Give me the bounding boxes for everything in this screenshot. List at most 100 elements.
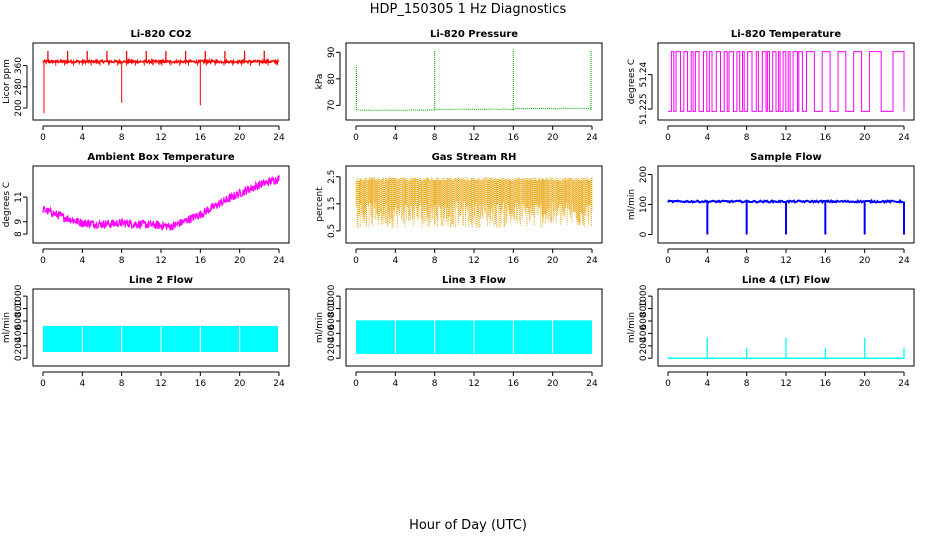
x-tick-label: 8 [744, 133, 750, 143]
y-axis-label: degrees C [627, 59, 637, 104]
series-8 [356, 320, 592, 354]
x-tick-label: 4 [79, 256, 85, 266]
x-axis: 0 4 8 12 16 20 24 [665, 125, 910, 143]
x-tick-label: 16 [820, 379, 832, 389]
x-tick-label: 0 [40, 133, 46, 143]
plot-frame [345, 288, 603, 367]
x-tick-label: 12 [155, 379, 166, 389]
y-tick-label: 200 [327, 337, 337, 354]
x-tick-label: 12 [468, 379, 479, 389]
y-tick-label: 400 [14, 325, 24, 342]
y-tick-label: 1000 [327, 284, 337, 307]
y-tick-label: 200 [639, 166, 649, 183]
x-tick-label: 12 [468, 256, 479, 266]
x-tick-label: 20 [547, 256, 559, 266]
x-tick-label: 4 [392, 256, 398, 266]
x-tick-label: 24 [273, 133, 285, 143]
x-tick-label: 8 [119, 256, 125, 266]
y-tick-label: 280 [14, 78, 24, 95]
series-1 [42, 50, 280, 114]
x-tick-label: 16 [820, 256, 832, 266]
panel-title: Li-820 Temperature [731, 29, 841, 40]
y-axis-label: Licor ppm [2, 59, 12, 104]
y-axis-label: ml/min [627, 189, 637, 220]
x-tick-label: 12 [155, 133, 166, 143]
panel-4: Ambient Box Temperature 0 4 8 12 16 20 24 8 9 11de… [2, 152, 290, 266]
y-tick-label: 600 [14, 312, 24, 329]
panel-title: Ambient Box Temperature [87, 152, 234, 163]
data-band [355, 177, 593, 229]
y-tick-label: 800 [327, 300, 337, 317]
plot-frame [32, 42, 290, 121]
y-tick-label: 0 [14, 355, 24, 361]
y-tick-label: 1000 [639, 284, 649, 307]
x-tick-label: 20 [547, 379, 559, 389]
y-tick-label: 90 [327, 46, 337, 58]
y-tick-label: 0 [327, 355, 337, 361]
x-tick-label: 24 [898, 379, 910, 389]
y-tick-label: 200 [639, 337, 649, 354]
x-tick-label: 8 [119, 379, 125, 389]
panel-title: Line 2 Flow [129, 275, 193, 286]
data-line [42, 175, 280, 232]
x-tick-label: 8 [432, 133, 438, 143]
x-tick-label: 8 [744, 379, 750, 389]
x-tick-label: 4 [704, 256, 710, 266]
x-tick-label: 12 [780, 379, 791, 389]
panel-title: Gas Stream RH [432, 152, 517, 163]
x-tick-label: 24 [586, 133, 598, 143]
panel-title: Line 4 (LT) Flow [742, 275, 830, 286]
x-tick-label: 24 [273, 379, 285, 389]
y-tick-label: 800 [639, 300, 649, 317]
y-tick-label: 600 [327, 312, 337, 329]
plot-frame [32, 288, 290, 367]
data-line [42, 57, 280, 66]
x-tick-label: 20 [234, 256, 246, 266]
x-tick-label: 20 [547, 133, 559, 143]
x-axis: 0 4 8 12 16 20 24 [353, 125, 598, 143]
x-tick-label: 16 [508, 133, 520, 143]
x-tick-label: 0 [665, 256, 671, 266]
plot-frame [32, 165, 290, 244]
x-tick-label: 0 [665, 133, 671, 143]
x-tick-label: 4 [704, 133, 710, 143]
x-tick-label: 20 [859, 133, 871, 143]
x-tick-label: 4 [704, 379, 710, 389]
x-tick-label: 16 [508, 379, 520, 389]
panel-3: Li-820 Temperature 0 4 8 12 16 20 24 51.225 51.24… [627, 29, 915, 143]
y-axis-label: ml/min [2, 312, 12, 343]
y-tick-label: 0.5 [327, 224, 337, 238]
y-axis-label: kPa [315, 74, 325, 90]
x-tick-label: 20 [234, 379, 246, 389]
x-tick-label: 12 [468, 133, 479, 143]
x-tick-label: 16 [195, 379, 207, 389]
y-axis-label: ml/min [315, 312, 325, 343]
y-tick-label: 200 [14, 99, 24, 116]
y-tick-label: 200 [14, 337, 24, 354]
y-tick-label: 70 [327, 99, 337, 111]
y-axis-label: degrees C [2, 182, 12, 227]
x-tick-label: 0 [353, 379, 359, 389]
plot-frame [345, 165, 603, 244]
series-3 [668, 51, 905, 112]
plot-frame [657, 288, 915, 367]
x-tick-label: 16 [195, 133, 207, 143]
x-tick-label: 24 [586, 379, 598, 389]
y-axis-label: ml/min [627, 312, 637, 343]
y-tick-label: 2.5 [327, 170, 337, 184]
x-tick-label: 20 [859, 379, 871, 389]
x-tick-label: 12 [155, 256, 166, 266]
panel-title: Li-820 CO2 [130, 29, 191, 40]
x-tick-label: 4 [392, 379, 398, 389]
y-tick-label: 51.225 [639, 93, 649, 125]
